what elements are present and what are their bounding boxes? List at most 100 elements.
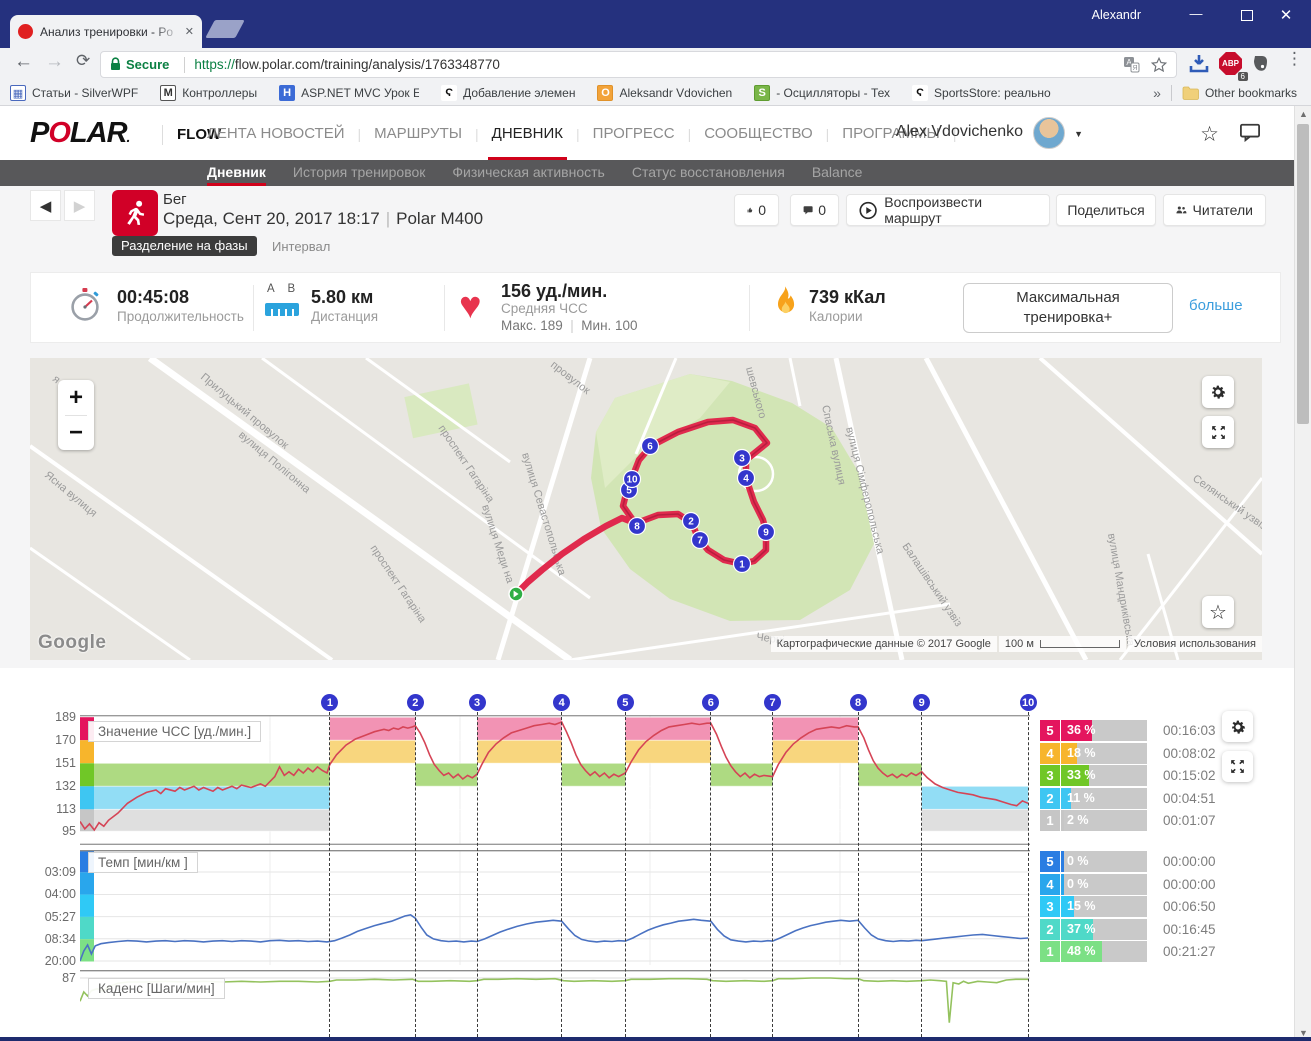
- minimize-button[interactable]: —: [1181, 6, 1211, 21]
- download-extension-icon[interactable]: [1187, 52, 1213, 78]
- back-icon[interactable]: ←: [14, 51, 33, 73]
- previous-session-button[interactable]: ◀: [30, 190, 61, 221]
- map-settings-button[interactable]: [1202, 376, 1234, 408]
- forward-icon[interactable]: →: [45, 51, 64, 73]
- map-fullscreen-button[interactable]: [1202, 416, 1234, 448]
- bookmark-label: SportsStore: реально: [934, 86, 1051, 100]
- scrollbar-thumb[interactable]: [1297, 124, 1309, 424]
- lap-marker-9[interactable]: 9: [913, 694, 930, 711]
- lap-divider-line: [561, 712, 562, 1037]
- map-zoom-out-icon[interactable]: −: [58, 415, 94, 450]
- map-zoom-control[interactable]: + −: [58, 380, 94, 450]
- route-km-marker-label: 4: [743, 474, 749, 485]
- share-button[interactable]: Поделиться: [1056, 194, 1156, 226]
- nav-item-4[interactable]: ПРОГРЕСС: [593, 125, 675, 142]
- bookmarks-overflow-icon[interactable]: »: [1153, 85, 1161, 101]
- subnav-item-5[interactable]: Balance: [812, 160, 863, 186]
- lap-marker-10[interactable]: 10: [1020, 694, 1037, 711]
- diary-subnav: Дневник История тренировок Физическая акти…: [0, 160, 1311, 186]
- window-bottom-edge: [0, 1037, 1311, 1041]
- map-data-attribution: Картографические данные © 2017 Google: [771, 636, 997, 652]
- tab-close-icon[interactable]: ✕: [185, 25, 194, 38]
- distance-label: Дистанция: [311, 309, 378, 324]
- subnav-item-4[interactable]: Статус восстановления: [632, 160, 785, 186]
- zone-percent-label: 37 %: [1067, 919, 1096, 940]
- polar-logo[interactable]: POLAR.: [30, 117, 129, 150]
- lap-marker-2[interactable]: 2: [407, 694, 424, 711]
- readers-button[interactable]: Читатели: [1163, 194, 1266, 226]
- bookmark-star-icon[interactable]: [1150, 56, 1168, 74]
- interval-label: Интервал: [272, 239, 330, 254]
- lap-marker-7[interactable]: 7: [764, 694, 781, 711]
- next-session-button[interactable]: ▶: [64, 190, 95, 221]
- close-button[interactable]: ✕: [1271, 6, 1301, 24]
- chrome-menu-icon[interactable]: ⋮: [1286, 49, 1303, 69]
- lap-marker-6[interactable]: 6: [702, 694, 719, 711]
- google-logo[interactable]: Google: [38, 632, 106, 654]
- subnav-item-1[interactable]: Дневник: [207, 160, 266, 186]
- chart-fullscreen-button[interactable]: [1222, 751, 1253, 782]
- pace-chart[interactable]: [80, 850, 1030, 965]
- training-benefit-box[interactable]: Максимальная тренировка+: [963, 283, 1173, 333]
- like-button[interactable]: 0: [734, 194, 779, 226]
- map-zoom-in-icon[interactable]: +: [58, 380, 94, 415]
- omnibox-divider: [184, 57, 185, 73]
- lap-marker-4[interactable]: 4: [553, 694, 570, 711]
- bookmark-item[interactable]: ϚДобавление элемен: [441, 85, 575, 101]
- route-km-marker-label: 3: [739, 454, 745, 465]
- nav-item-1[interactable]: ЛЕНТА НОВОСТЕЙ: [207, 125, 344, 142]
- bookmark-item[interactable]: MКонтроллеры: [160, 85, 257, 101]
- lap-marker-3[interactable]: 3: [469, 694, 486, 711]
- folder-icon: [1182, 86, 1199, 100]
- address-bar[interactable]: Secure https://flow.polar.com/training/a…: [100, 51, 1177, 78]
- route-map[interactable]: я СіокаПрилуцький провулокпровулоквулиця…: [30, 358, 1262, 660]
- map-favorite-star-button[interactable]: ☆: [1202, 596, 1234, 628]
- chrome-profile-name[interactable]: Alexandr: [1092, 8, 1141, 22]
- nav-item-5[interactable]: СООБЩЕСТВО: [704, 125, 812, 142]
- lap-marker-8[interactable]: 8: [850, 694, 867, 711]
- new-tab-button[interactable]: [205, 20, 245, 38]
- replay-route-button[interactable]: Воспроизвести маршрут: [846, 194, 1050, 226]
- map-scale-label: 100 м: [1005, 638, 1034, 650]
- page-scrollbar[interactable]: ▲ ▼: [1294, 106, 1311, 1041]
- bookmark-item[interactable]: ▦Статьи - SilverWPF: [10, 85, 138, 101]
- bookmark-label: ASP.NET MVC Урок Е: [301, 86, 419, 100]
- user-caret-icon[interactable]: ▼: [1074, 129, 1083, 139]
- polar-favicon-icon: [18, 24, 33, 39]
- map-scale-bar: [1040, 640, 1120, 648]
- evernote-extension-icon[interactable]: [1249, 52, 1275, 78]
- bookmark-item[interactable]: ϚSportsStore: реально: [912, 85, 1051, 101]
- maximize-button[interactable]: [1241, 10, 1253, 21]
- feedback-icon[interactable]: [1239, 122, 1261, 148]
- subnav-item-3[interactable]: Физическая активность: [452, 160, 604, 186]
- chart-settings-button[interactable]: [1222, 711, 1253, 742]
- map-terms-link[interactable]: Условия использования: [1128, 636, 1262, 652]
- adblock-extension-icon[interactable]: ABP 6: [1219, 52, 1245, 78]
- scroll-up-icon[interactable]: ▲: [1295, 106, 1311, 122]
- lap-marker-5[interactable]: 5: [617, 694, 634, 711]
- bookmark-item[interactable]: S- Осцилляторы - Тех: [754, 85, 890, 101]
- nav-item-2[interactable]: МАРШРУТЫ: [374, 125, 462, 142]
- reload-icon[interactable]: ⟳: [76, 51, 90, 71]
- user-avatar[interactable]: [1033, 117, 1065, 149]
- zone-time-label: 00:00:00: [1163, 874, 1216, 895]
- translate-icon[interactable]: AЯ: [1123, 56, 1140, 73]
- url-text[interactable]: https://flow.polar.com/training/analysis…: [194, 57, 499, 72]
- route-km-marker-label: 10: [626, 475, 638, 486]
- bookmark-item[interactable]: OAleksandr Vdovichen: [597, 85, 732, 101]
- other-bookmarks-button[interactable]: Other bookmarks: [1182, 86, 1297, 100]
- phase-split-badge[interactable]: Разделение на фазы: [112, 236, 257, 256]
- zone-number: 4: [1040, 743, 1060, 764]
- sport-label: Бег: [163, 191, 187, 208]
- ruler-icon: [265, 301, 299, 317]
- more-link[interactable]: больше: [1189, 297, 1243, 314]
- nav-item-3[interactable]: ДНЕВНИК: [492, 125, 563, 142]
- browser-tab[interactable]: Анализ тренировки - Po ✕: [10, 15, 202, 48]
- comments-button[interactable]: 0: [790, 194, 839, 226]
- user-menu[interactable]: Alex Vdovichenko: [896, 123, 1023, 141]
- favorites-star-icon[interactable]: ☆: [1200, 122, 1219, 147]
- browser-window: Анализ тренировки - Po ✕ Alexandr — ✕ ← …: [0, 0, 1311, 1041]
- lap-marker-1[interactable]: 1: [321, 694, 338, 711]
- subnav-item-2[interactable]: История тренировок: [293, 160, 425, 186]
- bookmark-item[interactable]: HASP.NET MVC Урок Е: [279, 85, 419, 101]
